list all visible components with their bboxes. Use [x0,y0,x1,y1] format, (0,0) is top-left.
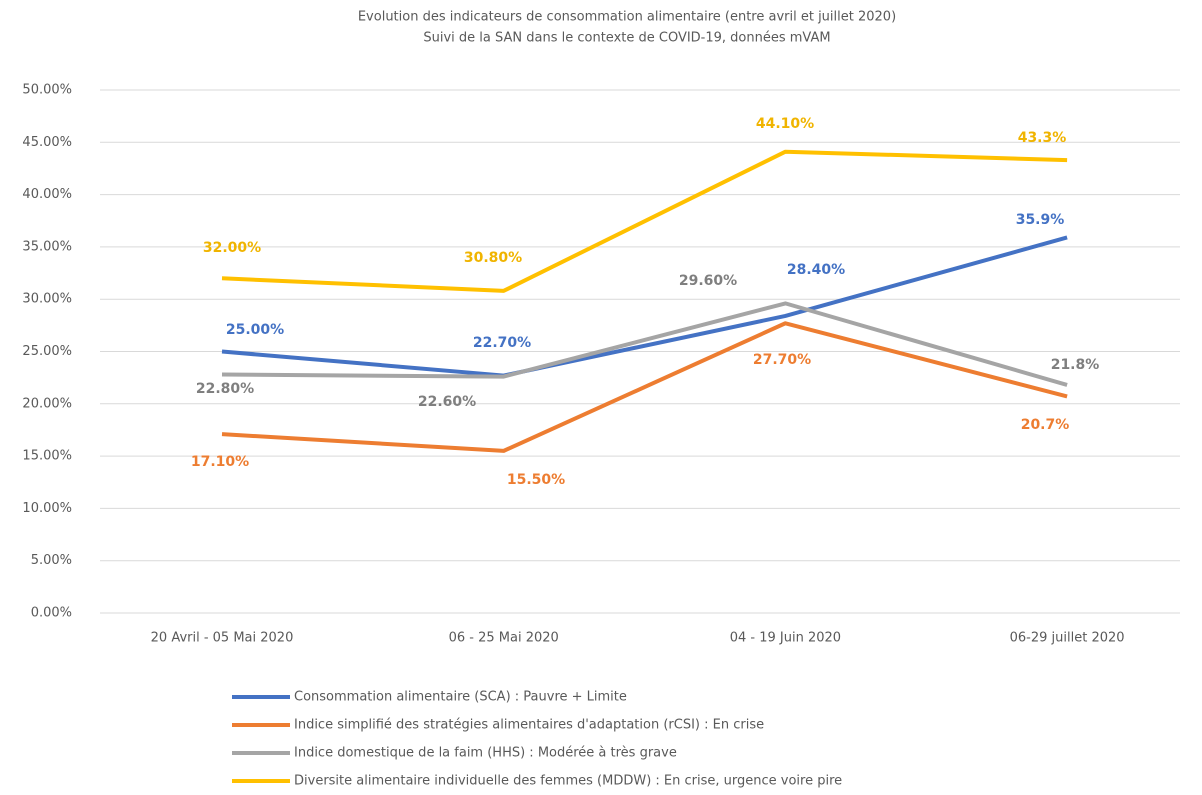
x-tick-label: 20 Avril - 05 Mai 2020 [151,631,294,646]
data-label: 27.70% [753,352,811,368]
x-tick-label: 06 - 25 Mai 2020 [449,631,559,646]
y-tick-label: 45.00% [22,135,72,150]
x-tick-label: 06-29 juillet 2020 [1010,631,1125,646]
y-tick-label: 20.00% [22,396,72,411]
data-label: 32.00% [203,240,261,256]
data-label: 29.60% [679,273,737,289]
data-label: 35.9% [1016,212,1065,228]
y-tick-label: 40.00% [22,187,72,202]
legend-label: Diversite alimentaire individuelle des f… [294,774,842,789]
data-label: 25.00% [226,322,284,338]
chart-subtitle: Suivi de la SAN dans le contexte de COVI… [423,31,830,46]
data-label: 22.70% [473,335,531,351]
data-label: 44.10% [756,116,814,132]
data-label: 15.50% [507,472,565,488]
legend-label: Indice domestique de la faim (HHS) : Mod… [294,746,677,761]
data-label: 21.8% [1051,357,1100,373]
data-label: 28.40% [787,262,845,278]
y-tick-label: 15.00% [22,449,72,464]
data-label: 22.60% [418,394,476,410]
y-tick-label: 5.00% [31,553,72,568]
legend-label: Indice simplifié des stratégies alimenta… [294,718,764,733]
x-tick-label: 04 - 19 Juin 2020 [730,631,841,646]
y-tick-label: 50.00% [22,83,72,98]
chart-title: Evolution des indicateurs de consommatio… [358,10,896,25]
data-label: 17.10% [191,454,249,470]
series-line [221,301,1068,387]
y-tick-label: 30.00% [22,292,72,307]
data-label: 43.3% [1018,130,1067,146]
legend-label: Consommation alimentaire (SCA) : Pauvre … [294,690,627,705]
data-label: 20.7% [1021,417,1070,433]
y-tick-label: 35.00% [22,239,72,254]
y-tick-label: 10.00% [22,501,72,516]
y-tick-label: 0.00% [31,606,72,621]
series-line [221,149,1068,293]
data-label: 30.80% [464,250,522,266]
series-line [221,235,1068,378]
series-line [221,321,1068,453]
y-tick-label: 25.00% [22,344,72,359]
data-label: 22.80% [196,381,254,397]
